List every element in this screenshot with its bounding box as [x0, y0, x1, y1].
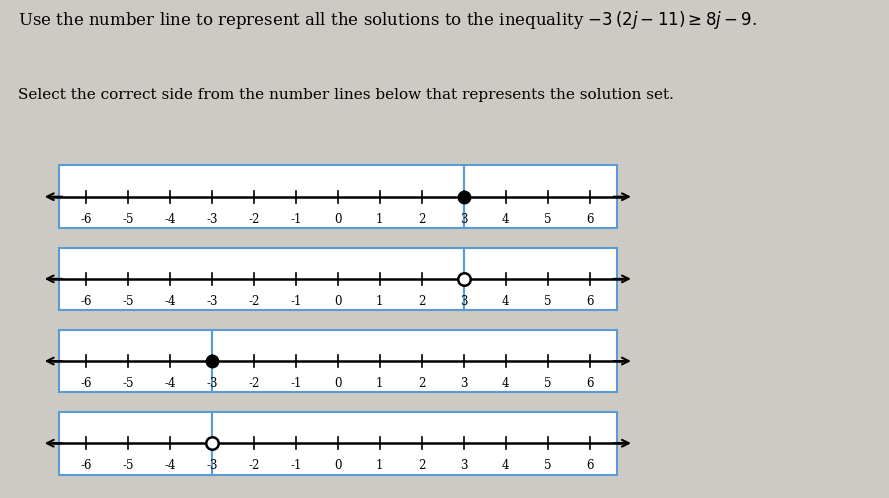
Text: Select the correct side from the number lines below that represents the solution: Select the correct side from the number …: [18, 88, 674, 102]
Text: 1: 1: [376, 460, 383, 473]
Bar: [212, 412, 617, 475]
Text: 3: 3: [460, 460, 468, 473]
Text: -1: -1: [290, 213, 301, 226]
Text: -1: -1: [290, 377, 301, 390]
Text: 6: 6: [586, 295, 594, 308]
Text: 5: 5: [544, 213, 551, 226]
Text: 5: 5: [544, 377, 551, 390]
Text: 4: 4: [502, 213, 509, 226]
Text: -6: -6: [80, 213, 92, 226]
Text: -4: -4: [164, 213, 176, 226]
Text: -3: -3: [206, 460, 218, 473]
Text: -1: -1: [290, 460, 301, 473]
Text: -5: -5: [122, 295, 133, 308]
Text: -6: -6: [80, 460, 92, 473]
Text: 1: 1: [376, 377, 383, 390]
Text: 2: 2: [418, 460, 426, 473]
Text: 3: 3: [460, 377, 468, 390]
Text: -5: -5: [122, 460, 133, 473]
Text: 2: 2: [418, 213, 426, 226]
Text: -3: -3: [206, 213, 218, 226]
Text: -4: -4: [164, 295, 176, 308]
Text: 4: 4: [502, 460, 509, 473]
Text: -3: -3: [206, 377, 218, 390]
Text: 3: 3: [460, 213, 468, 226]
Text: -6: -6: [80, 377, 92, 390]
Text: -4: -4: [164, 377, 176, 390]
Text: 6: 6: [586, 460, 594, 473]
Text: 2: 2: [418, 377, 426, 390]
Text: 0: 0: [334, 377, 341, 390]
Text: -2: -2: [248, 460, 260, 473]
Bar: [464, 165, 617, 228]
Text: Use the number line to represent all the solutions to the inequality $-3\,(2j-11: Use the number line to represent all the…: [18, 9, 757, 31]
Text: -2: -2: [248, 295, 260, 308]
Text: 5: 5: [544, 460, 551, 473]
Text: 6: 6: [586, 377, 594, 390]
Text: -1: -1: [290, 295, 301, 308]
Text: -5: -5: [122, 213, 133, 226]
Bar: [59, 165, 464, 228]
Text: 0: 0: [334, 295, 341, 308]
Text: -2: -2: [248, 377, 260, 390]
Bar: [59, 412, 212, 475]
Text: 4: 4: [502, 295, 509, 308]
Text: 3: 3: [460, 295, 468, 308]
Text: 4: 4: [502, 377, 509, 390]
Text: -3: -3: [206, 295, 218, 308]
Text: -5: -5: [122, 377, 133, 390]
Text: -2: -2: [248, 213, 260, 226]
Bar: [59, 330, 212, 392]
Text: 0: 0: [334, 460, 341, 473]
Text: 6: 6: [586, 213, 594, 226]
Text: 2: 2: [418, 295, 426, 308]
Bar: [59, 248, 464, 310]
Text: 1: 1: [376, 213, 383, 226]
Text: -4: -4: [164, 460, 176, 473]
Text: -6: -6: [80, 295, 92, 308]
Bar: [464, 248, 617, 310]
Text: 1: 1: [376, 295, 383, 308]
Text: 5: 5: [544, 295, 551, 308]
Text: 0: 0: [334, 213, 341, 226]
Bar: [212, 330, 617, 392]
